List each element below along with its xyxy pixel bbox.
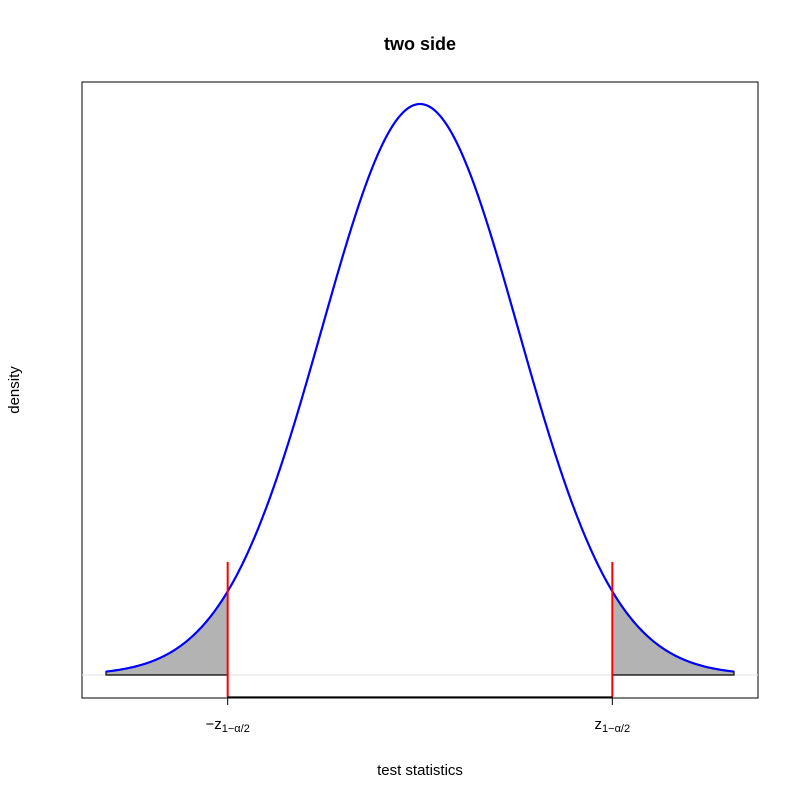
plot-frame <box>81 81 759 699</box>
upper-tail-area <box>611 589 735 676</box>
density-curve <box>105 102 735 673</box>
x-tick-label-upper-sub: 1−α/2 <box>602 723 630 735</box>
x-tick-label-upper: z1−α/2 <box>595 716 631 735</box>
x-axis-label: test statistics <box>377 762 463 779</box>
x-tick-label-lower-main: −z <box>206 716 222 733</box>
chart-title: two side <box>384 34 456 54</box>
x-tick-label-lower: −z1−α/2 <box>206 716 250 735</box>
lower-tail-area <box>105 589 229 676</box>
x-tick-label-upper-main: z <box>595 716 603 733</box>
x-tick-label-lower-sub: 1−α/2 <box>222 723 250 735</box>
y-axis-label: density <box>6 366 23 414</box>
